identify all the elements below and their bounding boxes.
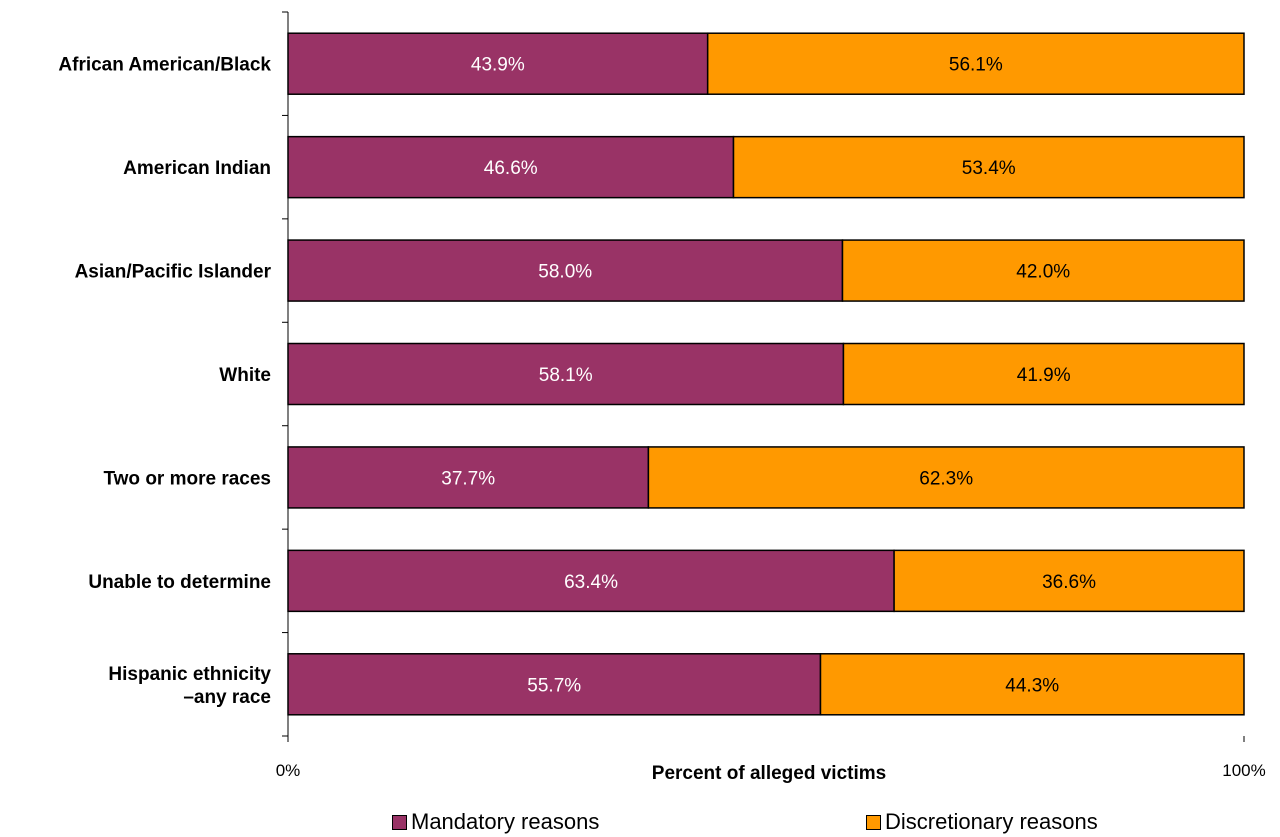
legend-item-mandatory: Mandatory reasons [392,808,599,836]
legend-label-discretionary: Discretionary reasons [885,809,1098,834]
x-tick-min: 0% [276,761,301,780]
data-label-discretionary: 56.1% [949,55,1003,76]
data-label-mandatory: 46.6% [484,158,538,179]
bar-discretionary [842,342,1245,406]
bar-mandatory [287,32,709,95]
bar-discretionary [819,653,1245,716]
bar-discretionary [647,446,1245,509]
category-label: Hispanic ethnicity [108,664,271,685]
bar-mandatory [287,549,895,613]
data-label-discretionary: 44.3% [1005,675,1059,696]
category-label: –any race [183,687,271,708]
data-label-discretionary: 62.3% [919,468,973,489]
data-label-mandatory: 58.0% [538,262,592,283]
bar-mandatory [287,446,650,509]
category-label: Two or more races [103,468,271,489]
legend-swatch-discretionary [866,814,881,830]
category-label: White [219,365,271,386]
bar-discretionary [706,32,1245,95]
data-label-discretionary: 42.0% [1016,262,1070,283]
data-label-discretionary: 41.9% [1017,365,1071,386]
data-label-discretionary: 36.6% [1042,572,1096,593]
x-axis-title: Percent of alleged victims [652,763,886,784]
bar-mandatory [287,342,845,406]
legend-label-mandatory: Mandatory reasons [411,809,600,834]
data-label-mandatory: 43.9% [471,55,525,76]
bar-mandatory [287,653,822,716]
category-label: Asian/Pacific Islander [75,262,272,283]
x-tick-max: 100% [1222,761,1265,780]
data-label-mandatory: 55.7% [527,675,581,696]
bar-discretionary [732,135,1245,199]
data-label-mandatory: 37.7% [441,468,495,489]
category-label: African American/Black [58,55,271,76]
data-label-discretionary: 53.4% [962,158,1016,179]
data-label-mandatory: 63.4% [564,572,618,593]
bar-discretionary [841,239,1245,302]
legend-item-discretionary: Discretionary reasons [866,808,1098,836]
category-label: American Indian [123,158,271,179]
data-label-mandatory: 58.1% [539,365,593,386]
legend-swatch-mandatory [392,814,407,830]
plot-area: 43.9% 56.1% African American/Black 46.6% 53.… [58,11,1245,742]
category-label: Unable to determine [88,572,271,593]
bar-discretionary [893,549,1245,613]
bar-mandatory [287,239,844,302]
